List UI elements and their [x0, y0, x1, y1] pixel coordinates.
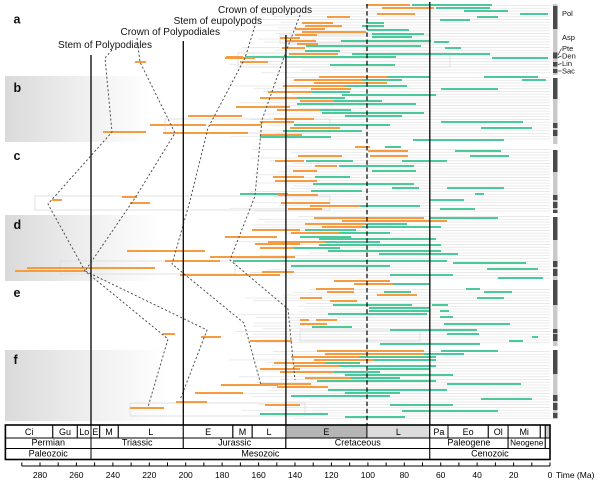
svg-text:Time (Ma): Time (Ma) — [556, 470, 595, 480]
svg-text:M: M — [239, 427, 247, 437]
svg-text:b: b — [14, 81, 22, 95]
svg-text:220: 220 — [142, 470, 156, 480]
svg-text:Paleogene: Paleogene — [447, 438, 490, 448]
svg-text:E: E — [92, 427, 98, 437]
svg-text:120: 120 — [324, 470, 338, 480]
svg-text:f: f — [14, 353, 19, 367]
svg-text:Eo: Eo — [463, 427, 474, 437]
svg-text:Paleozoic: Paleozoic — [29, 449, 69, 459]
svg-text:160: 160 — [252, 470, 266, 480]
svg-text:Cretaceous: Cretaceous — [335, 438, 382, 448]
svg-text:0: 0 — [548, 470, 553, 480]
svg-text:E: E — [323, 427, 329, 437]
svg-text:Stem of eupolypods: Stem of eupolypods — [174, 16, 262, 27]
svg-text:M: M — [105, 427, 113, 437]
svg-text:Pa: Pa — [433, 427, 444, 437]
svg-text:80: 80 — [400, 470, 410, 480]
svg-text:Asp: Asp — [562, 33, 575, 42]
svg-text:L: L — [148, 427, 153, 437]
svg-text:Mi: Mi — [519, 427, 529, 437]
svg-text:140: 140 — [288, 470, 302, 480]
svg-text:Permian: Permian — [31, 438, 65, 448]
svg-text:Cenozoic: Cenozoic — [471, 449, 509, 459]
svg-text:Den: Den — [562, 52, 576, 61]
svg-text:200: 200 — [179, 470, 193, 480]
svg-text:180: 180 — [215, 470, 229, 480]
svg-text:Sac: Sac — [562, 67, 575, 76]
svg-text:Mesozoic: Mesozoic — [241, 449, 280, 459]
svg-text:260: 260 — [69, 470, 83, 480]
svg-text:c: c — [14, 149, 21, 163]
svg-text:Gu: Gu — [59, 427, 71, 437]
svg-text:Stem of Polypodiales: Stem of Polypodiales — [58, 40, 152, 51]
svg-text:Crown of Polypodiales: Crown of Polypodiales — [121, 27, 221, 38]
svg-text:60: 60 — [436, 470, 446, 480]
svg-text:280: 280 — [33, 470, 47, 480]
svg-text:Neogene: Neogene — [510, 439, 544, 448]
svg-text:Pte: Pte — [562, 44, 573, 53]
svg-text:L: L — [266, 427, 271, 437]
svg-text:d: d — [14, 218, 22, 232]
svg-text:e: e — [14, 286, 21, 300]
svg-text:Lo: Lo — [79, 427, 89, 437]
svg-text:Pol: Pol — [562, 9, 573, 18]
svg-text:100: 100 — [361, 470, 375, 480]
svg-text:Ol: Ol — [494, 427, 503, 437]
svg-text:L: L — [396, 427, 401, 437]
svg-text:20: 20 — [509, 470, 519, 480]
svg-text:Crown of eupolypods: Crown of eupolypods — [218, 5, 312, 16]
svg-text:Lin: Lin — [562, 59, 572, 68]
svg-text:Jurassic: Jurassic — [218, 438, 252, 448]
svg-text:a: a — [14, 13, 22, 27]
svg-text:240: 240 — [106, 470, 120, 480]
svg-text:E: E — [205, 427, 211, 437]
svg-text:Triassic: Triassic — [122, 438, 153, 448]
svg-text:Ci: Ci — [25, 427, 34, 437]
svg-text:40: 40 — [472, 470, 482, 480]
